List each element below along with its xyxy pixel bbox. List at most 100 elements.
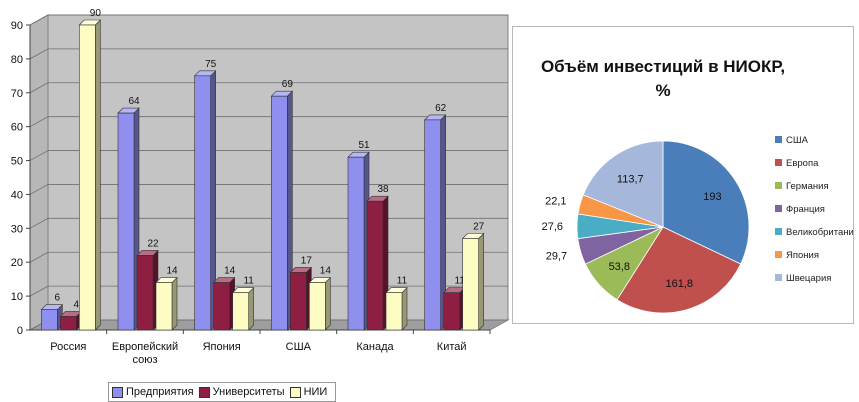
legend-swatch-enterprises [112,386,123,398]
bar-value-label: 11 [397,276,408,287]
bar [117,107,140,331]
bar-front [347,156,365,331]
gridline [29,150,508,161]
x-tick-label: Канада [356,341,394,353]
pie-legend-swatch [775,274,782,281]
bar-front [309,282,326,331]
bar-front [213,282,230,331]
pie-legend-swatch [775,136,782,143]
x-tick-label: Япония [203,341,241,353]
pie-legend-swatch [775,182,782,189]
bar [270,90,294,331]
pie-legend-label: Европа [786,158,819,169]
bar-value-label: 14 [166,266,178,277]
legend-label-enterprises: Предприятия [126,386,194,398]
x-tick-label: США [286,341,312,353]
pie-legend-label: Швецария [786,273,831,284]
pie-legend-label: Великобритания [786,227,853,238]
gridline [29,14,508,26]
bar-value-label: 14 [224,266,236,277]
bar-front [366,200,384,331]
bar [366,195,389,331]
pie-legend-swatch [775,251,782,258]
bar-value-label: 4 [74,299,80,310]
x-tick-label: Россия [50,341,86,353]
bar [136,249,159,331]
pie-legend-swatch [775,159,782,166]
bar-front [232,292,249,331]
bar [289,266,313,331]
y-tick-label: 10 [11,291,23,303]
bar-value-label: 22 [147,238,159,249]
bar-side [171,276,178,331]
y-tick-label: 70 [11,88,23,100]
gridline [29,116,508,128]
bar-value-label: 69 [282,79,294,90]
pie-title-line-2: % [655,81,671,100]
bar [308,276,332,331]
pie-slice [616,226,742,314]
pie-legend-label: Франция [786,204,825,215]
bar-value-label: 17 [301,255,313,266]
pie-value-label: 193 [703,191,721,203]
pie-legend-label: Германия [786,181,829,192]
pie-legend-label: США [786,135,809,146]
bar-front [271,95,288,331]
bar [347,151,370,331]
pie-value-label: 113,7 [617,174,644,186]
bar-front [41,309,58,331]
pie-value-label: 29,7 [546,251,567,263]
pie-slice [582,140,664,228]
bar-chart-legend: Предприятия Университеты НИИ [108,382,337,402]
bar [193,70,217,331]
pie-value-label: 27,6 [542,221,563,233]
bar-front [462,238,479,331]
bar-front [443,292,460,331]
y-tick-label: 60 [11,122,23,134]
bar [461,232,485,331]
bar-front [79,24,96,331]
bar-front [385,292,403,331]
x-tick-label: Китай [437,341,467,353]
legend-item-research-institutes: НИИ [289,386,327,398]
bar-front [194,75,211,331]
bar-value-label: 90 [90,8,102,19]
bar-side [478,232,484,331]
bar-side [95,19,101,331]
y-tick-label: 90 [11,20,23,32]
bar-value-label: 6 [55,293,61,304]
bar-value-label: 64 [128,96,140,107]
bar-front [136,255,154,331]
pie-slice [662,140,750,265]
bar-value-label: 51 [358,140,370,151]
bar-side [325,276,331,331]
bar [423,114,447,331]
x-tick-label: союз [132,354,157,366]
legend-item-universities: Университеты [198,386,285,398]
bar-value-label: 62 [435,103,447,114]
pie-chart-panel: Объём инвестиций в НИОКР, % 193 161,8 53,8… [512,26,854,324]
bar-value-label: 75 [205,59,217,70]
bar-front [60,316,77,331]
bar [442,286,466,331]
gridline [29,82,508,94]
pie-chart-title: Объём инвестиций в НИОКР, % [513,55,813,103]
gridline [29,48,508,60]
pie-chart: 193 161,8 53,8 29,7 27,6 22,1 113,7 США Европа Ге… [542,135,853,314]
bar-front [424,119,441,331]
x-tick-label: Европейский [112,341,178,353]
legend-swatch-universities [198,386,210,398]
pie-value-label: 161,8 [665,278,693,290]
legend-swatch-research-institutes [289,386,301,398]
y-tick-label: 0 [17,325,23,337]
bar [385,286,408,331]
bar [59,310,83,331]
pie-value-label: 53,8 [609,261,630,273]
y-tick-label: 40 [11,189,23,201]
pie-value-label: 22,1 [545,196,566,208]
y-tick-label: 30 [11,223,23,235]
bar-value-label: 38 [377,184,389,195]
bar-value-label: 11 [454,276,465,287]
bar-chart: 01020304050607080906490Россия642214Европ… [11,8,510,366]
bar-front [290,272,307,331]
